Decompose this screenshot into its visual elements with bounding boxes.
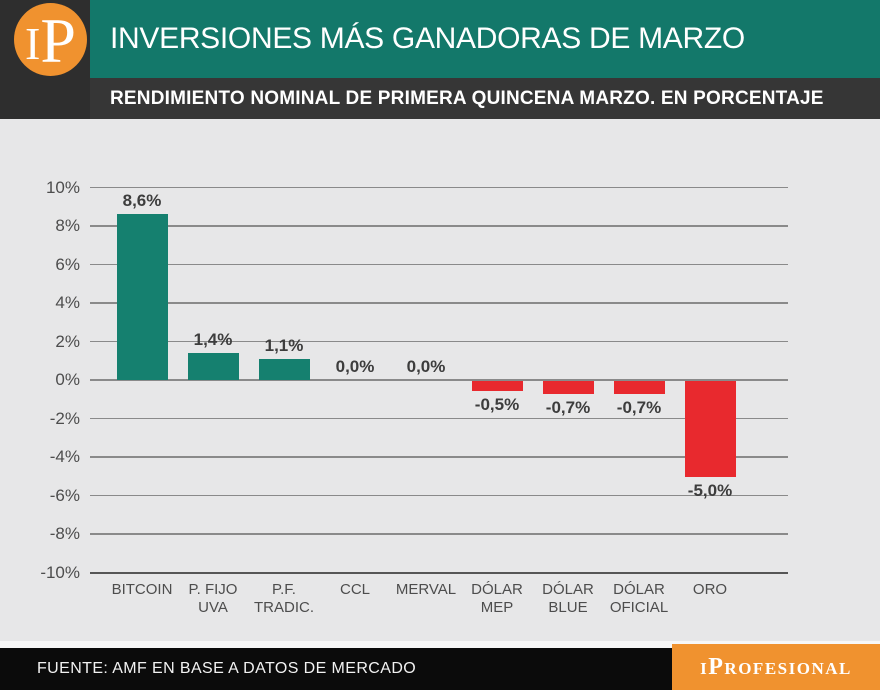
y-tick-label: -6% (49, 485, 80, 505)
value-label-oro: -5,0% (687, 481, 733, 501)
value-label-bitcoin: 8,6% (122, 191, 162, 211)
bar-d-lar-oficial (613, 381, 665, 395)
y-tick-label: 6% (55, 254, 80, 274)
x-axis-label-line: P. FIJO (188, 581, 238, 598)
x-axis-label-line: P.F. (272, 581, 296, 598)
x-axis-label-line: OFICIAL (609, 599, 669, 616)
y-tick-label: 0% (55, 370, 80, 389)
bar-p-fijo-uva (187, 353, 239, 380)
source-text: FUENTE: AMF EN BASE A DATOS DE MERCADO (37, 660, 417, 677)
value-label-d-lar-oficial: -0,7% (616, 398, 662, 418)
x-axis-label-line: CCL (339, 581, 370, 598)
value-label-d-lar-mep: -0,5% (474, 394, 520, 414)
gridline (90, 417, 788, 420)
gridline (90, 225, 788, 227)
plot-area: 10% 8% 6% 4% 2% 0% -2% -4% -6% -8% -10% 8,6% BITCOIN… (0, 119, 880, 641)
x-axis-label-line: DÓLAR (613, 581, 665, 598)
gridline (90, 494, 788, 497)
x-axis-label-line: MEP (480, 599, 514, 616)
bar-bitcoin (116, 214, 168, 380)
x-axis-label-line: MERVAL (395, 581, 457, 598)
header-bar: INVERSIONES MÁS GANADORAS DE MARZO (0, 0, 880, 78)
logo-letter-i: I (25, 17, 41, 69)
y-tick-label: -2% (49, 408, 80, 428)
x-axis-label-oro: ORO (662, 581, 758, 599)
x-axis-label-p-fijo-uva: P. FIJO UVA (165, 581, 261, 617)
bar-d-lar-mep (471, 381, 523, 391)
y-tick-label: 8% (55, 216, 80, 235)
y-tick-label: -8% (49, 524, 80, 543)
value-label-ccl: 0,0% (335, 357, 375, 376)
subtitle-bar: RENDIMIENTO NOMINAL DE PRIMERA QUINCENA … (0, 78, 880, 119)
gridline (90, 456, 788, 458)
x-axis-label-p-f-tradic: P.F. TRADIC. (236, 581, 332, 617)
x-axis-label-bitcoin: BITCOIN (94, 581, 190, 599)
chart-subtitle: RENDIMIENTO NOMINAL DE PRIMERA QUINCENA … (110, 88, 824, 109)
brand-logo: iProfesional (700, 654, 852, 680)
gridline-axis (90, 571, 788, 574)
x-axis-label-line: DÓLAR (542, 581, 594, 598)
x-axis-label-line: DÓLAR (471, 581, 523, 598)
x-axis-label-merval: MERVAL (378, 581, 474, 599)
x-axis-label-line: BITCOIN (111, 581, 173, 598)
x-axis-label-d-lar-oficial: DÓLAR OFICIAL (591, 581, 687, 617)
bar-p-f-tradic (258, 358, 310, 380)
page-title: INVERSIONES MÁS GANADORAS DE MARZO (110, 22, 745, 55)
logo-letter-p: P (40, 4, 76, 76)
x-axis-label-d-lar-mep: DÓLAR MEP (449, 581, 545, 617)
y-tick-label: 10% (45, 177, 80, 197)
footer-divider (0, 641, 880, 648)
y-tick-label: 2% (55, 331, 80, 351)
gridline (90, 302, 788, 304)
bar-oro (684, 381, 736, 478)
gridline (90, 263, 788, 266)
value-label-p-fijo-uva: 1,4% (193, 330, 233, 350)
x-axis-label-line: UVA (198, 599, 228, 616)
x-axis-label-line: TRADIC. (254, 599, 314, 616)
value-label-d-lar-blue: -0,7% (545, 398, 591, 418)
gridline (90, 533, 788, 535)
y-tick-label: 4% (55, 293, 80, 312)
brand-block: iProfesional (672, 644, 880, 690)
value-label-p-f-tradic: 1,1% (264, 335, 304, 355)
x-axis-label-line: ORO (692, 581, 728, 598)
bar-d-lar-blue (542, 381, 594, 395)
gridline (90, 340, 788, 343)
x-axis-label-d-lar-blue: DÓLAR BLUE (520, 581, 616, 617)
y-tick-label: -10% (40, 562, 80, 582)
gridline (90, 379, 788, 381)
x-axis-label-ccl: CCL (307, 581, 403, 599)
x-axis-label-line: BLUE (548, 599, 588, 616)
gridline (90, 186, 788, 189)
y-tick-label: -4% (49, 447, 80, 466)
value-label-merval: 0,0% (406, 357, 446, 376)
